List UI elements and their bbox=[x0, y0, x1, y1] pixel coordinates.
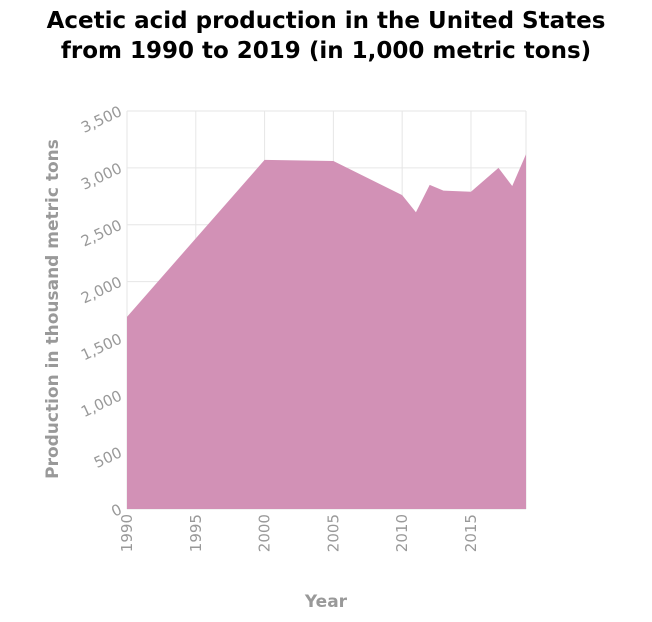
y-tick-label: 500 bbox=[91, 443, 125, 471]
x-tick-label: 1995 bbox=[187, 514, 205, 552]
x-tick-label: 2000 bbox=[256, 514, 274, 552]
y-tick-label: 3,000 bbox=[78, 159, 125, 193]
x-tick-label: 2015 bbox=[462, 514, 480, 552]
x-tick-label: 1990 bbox=[118, 514, 136, 552]
x-axis-title: Year bbox=[304, 592, 348, 612]
x-tick-label: 2010 bbox=[393, 514, 411, 552]
area-series bbox=[127, 154, 526, 509]
y-tick-label: 2,000 bbox=[78, 273, 125, 307]
chart-title-line-2: from 1990 to 2019 (in 1,000 metric tons) bbox=[60, 38, 592, 64]
y-axis-title: Production in thousand metric tons bbox=[43, 139, 63, 479]
chart-title-line-1: Acetic acid production in the United Sta… bbox=[46, 8, 606, 34]
area-layer bbox=[127, 154, 526, 509]
x-axis-ticks: 1990 1995 2000 2005 2010 2015 bbox=[118, 514, 480, 552]
y-tick-label: 3,500 bbox=[78, 102, 125, 136]
chart-title: Acetic acid production in the United Sta… bbox=[0, 6, 652, 66]
y-tick-label: 1,500 bbox=[78, 330, 125, 364]
y-tick-label: 1,000 bbox=[78, 387, 125, 421]
x-tick-label: 2005 bbox=[324, 514, 342, 552]
y-tick-label: 2,500 bbox=[78, 216, 125, 250]
